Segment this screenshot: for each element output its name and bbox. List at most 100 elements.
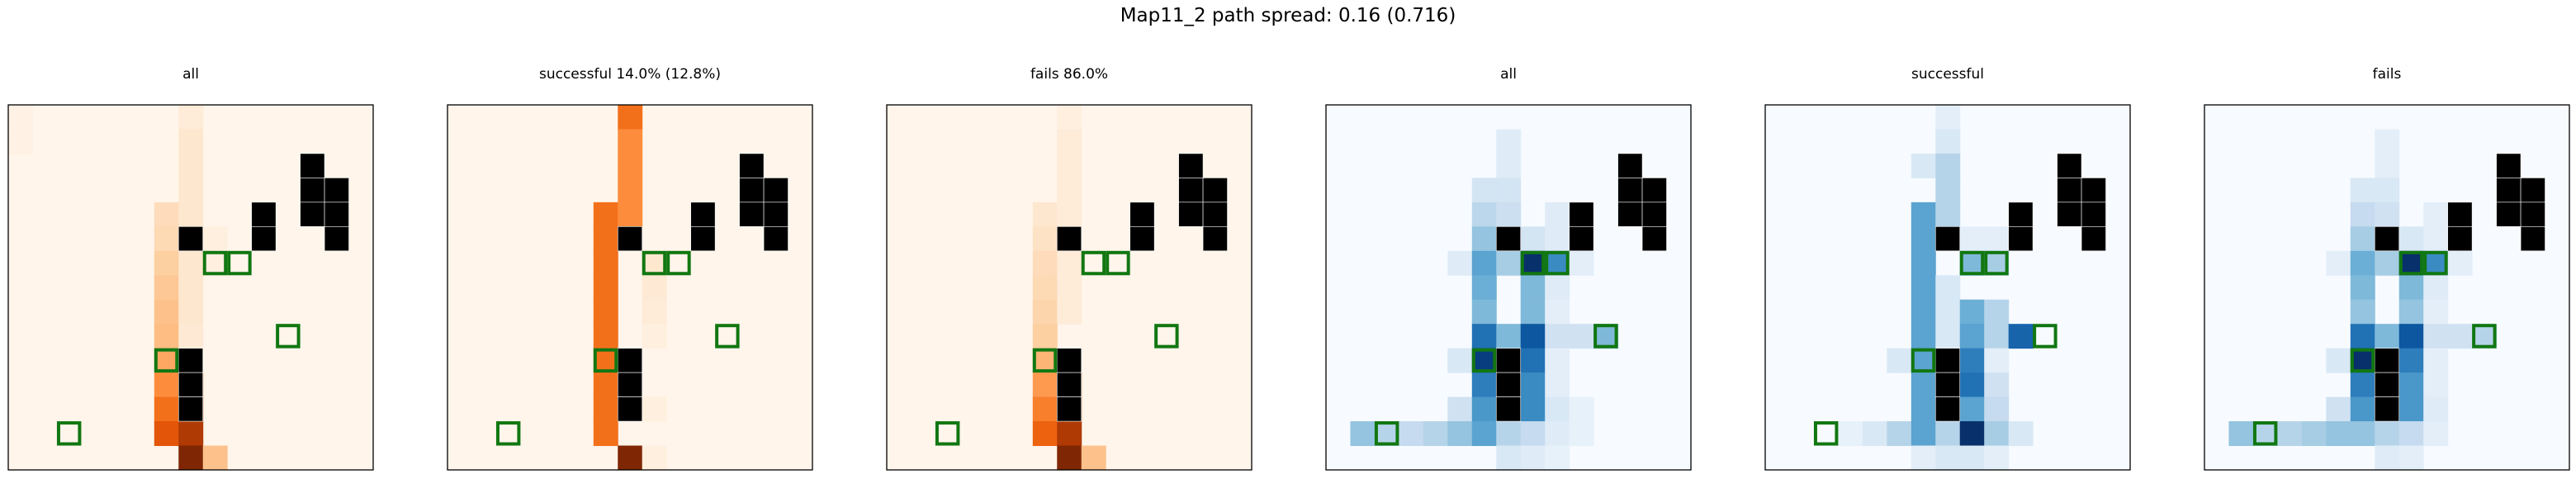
heatmap-cell <box>178 421 204 447</box>
goal-marker <box>2398 250 2424 276</box>
heatmap-cell <box>1984 348 2010 373</box>
figure-title: Map11_2 path spread: 0.16 (0.716) <box>1120 5 1456 26</box>
heatmap-cell <box>1862 421 1887 447</box>
heatmap-cell <box>178 153 204 178</box>
obstacle-cell <box>1617 178 1643 203</box>
obstacle-cell <box>324 178 349 203</box>
heatmap-cell <box>154 396 179 422</box>
heatmap-cell <box>2326 250 2351 276</box>
heatmap-cell <box>2447 250 2473 276</box>
heatmap-cell <box>593 250 618 276</box>
obstacle-cell <box>617 348 643 373</box>
obstacle-cell <box>2374 396 2400 422</box>
obstacle-cell <box>739 202 765 227</box>
heatmap-cell <box>1032 250 1058 276</box>
obstacle-cell <box>1495 396 1522 422</box>
heatmap-cell <box>2423 421 2449 447</box>
heatmap-cell <box>2301 421 2327 447</box>
heatmap-cell <box>1520 421 1546 447</box>
heatmap-cell <box>2350 324 2375 349</box>
goal-marker <box>276 324 301 349</box>
heatmap-cell <box>1911 348 1936 373</box>
heatmap-cell <box>2375 421 2400 447</box>
heatmap-cell <box>2447 324 2473 349</box>
heatmap-cell <box>2398 445 2424 471</box>
heatmap-cell <box>1081 445 1106 471</box>
heatmap-cell <box>1057 202 1082 227</box>
heatmap-cell <box>2326 396 2351 422</box>
heatmap-cell <box>593 421 618 447</box>
obstacle-cell <box>1178 153 1204 178</box>
obstacle-cell <box>2520 178 2545 203</box>
obstacle-cell <box>178 372 204 397</box>
heatmap-cell <box>2375 178 2400 203</box>
panel-title-6: fails <box>2372 66 2402 83</box>
obstacle-cell <box>324 226 349 252</box>
heatmap-cell <box>1911 421 1936 447</box>
heatmap-cell <box>1569 324 1594 349</box>
heatmap-cell <box>1545 250 1570 276</box>
obstacle-cell <box>690 202 716 227</box>
heatmap-cell <box>2398 250 2424 276</box>
obstacle-cell <box>2374 372 2400 397</box>
heatmap-cell <box>1984 396 2010 422</box>
obstacle-cell <box>1641 226 1667 252</box>
heatmap-cell <box>2398 421 2424 447</box>
heatmap-cell <box>1545 396 1570 422</box>
heatmap-cell <box>1569 396 1594 422</box>
heatmap-cell <box>1447 250 1473 276</box>
heatmap-cell <box>2326 348 2351 373</box>
heatmap-cell <box>154 250 179 276</box>
goal-marker <box>1032 348 1058 373</box>
heatmap-cell <box>1471 396 1497 422</box>
heatmap-cell <box>1032 372 1058 398</box>
heatmap-cell <box>1057 153 1082 178</box>
obstacle-cell <box>178 396 204 422</box>
obstacle-cell <box>1056 396 1082 422</box>
heatmap-panel-2 <box>447 104 813 471</box>
heatmap-cell <box>618 129 643 154</box>
panel-title-4: all <box>1500 66 1517 83</box>
heatmap-cell <box>593 396 618 422</box>
heatmap-cell <box>2423 299 2449 325</box>
heatmap-cell <box>1471 348 1497 373</box>
goal-marker <box>2252 421 2278 446</box>
obstacle-cell <box>763 202 788 227</box>
obstacle-cell <box>178 226 204 252</box>
heatmap-cell <box>1911 275 1936 301</box>
heatmap-cell <box>1520 324 1546 349</box>
obstacle-cell <box>2496 153 2522 178</box>
heatmap-cell <box>1935 324 1961 349</box>
heatmap-cell <box>178 275 204 301</box>
obstacle-cell <box>2447 202 2473 227</box>
heatmap-cell <box>154 226 179 252</box>
heatmap-cell <box>1545 324 1570 349</box>
obstacle-cell <box>617 396 643 422</box>
heatmap-cell <box>618 153 643 178</box>
heatmap-panel-1 <box>7 104 374 471</box>
heatmap-cell <box>1593 324 1619 349</box>
heatmap-cell <box>1887 421 1912 447</box>
heatmap-cell <box>2375 129 2400 154</box>
heatmap-cell <box>1496 178 1522 203</box>
heatmap-cell <box>1911 202 1936 227</box>
obstacle-cell <box>2496 202 2522 227</box>
heatmap-cell <box>2423 396 2449 422</box>
heatmap-cell <box>1057 105 1082 130</box>
heatmap-cell <box>618 105 643 130</box>
heatmap-cell <box>2423 250 2449 276</box>
axes-frame <box>1325 104 1692 471</box>
obstacle-cell <box>1495 372 1522 397</box>
heatmap-cell <box>2423 372 2449 398</box>
goal-marker <box>1593 324 1618 349</box>
heatmap-cell <box>593 324 618 349</box>
heatmap-cell <box>1959 396 1985 422</box>
obstacle-cell <box>1056 226 1082 252</box>
obstacle-cell <box>2081 202 2106 227</box>
heatmap-cell <box>2008 324 2034 349</box>
heatmap-cell <box>1935 129 1961 154</box>
heatmap-cell <box>1935 299 1961 325</box>
obstacle-cell <box>2081 178 2106 203</box>
obstacle-cell <box>739 153 765 178</box>
heatmap-panel-3 <box>886 104 1252 471</box>
